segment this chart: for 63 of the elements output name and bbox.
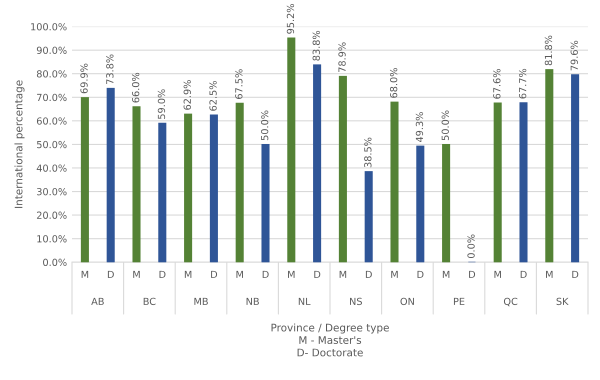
data-label: 67.7% xyxy=(518,68,526,98)
text: MB xyxy=(194,298,208,305)
x-tick-label: D xyxy=(211,270,218,278)
x-tick-label: D xyxy=(108,270,114,278)
x-tick-label: M xyxy=(546,270,553,278)
data-label: 62.9% xyxy=(184,80,191,110)
text: QC xyxy=(504,298,518,306)
x-tick-label: D xyxy=(469,270,476,278)
data-label: 62.5% xyxy=(209,81,217,111)
y-tick-label: 30.0% xyxy=(36,188,67,196)
data-label: 67.5% xyxy=(235,69,243,99)
y-tick-label: 100.0% xyxy=(31,23,67,30)
text: NL xyxy=(298,298,310,305)
x-axis-title: Province / Degree type M - Master's D- Doctorate xyxy=(272,323,389,356)
text: NB xyxy=(246,298,259,305)
data-label: 95.2% xyxy=(286,4,294,34)
y-tick-label: 60.0% xyxy=(36,117,67,125)
text: AB xyxy=(91,298,104,305)
data-label: 68.0% xyxy=(390,68,398,98)
data-label: 78.9% xyxy=(338,42,346,72)
y-tick-label: 70.0% xyxy=(37,94,67,102)
text: PE xyxy=(454,298,464,305)
x-tick-label: D xyxy=(314,270,320,278)
x-tick-label: D xyxy=(520,270,527,278)
x-tick-label: M xyxy=(288,270,295,278)
y-tick-label: 0.0% xyxy=(43,258,67,266)
y-tick-label: 20.0% xyxy=(36,212,67,219)
data-label: 50.0% xyxy=(442,110,449,140)
y-tick-label: 90.0% xyxy=(36,46,67,54)
data-label: 67.6% xyxy=(493,69,501,99)
y-tick-label: 80.0% xyxy=(36,70,67,78)
text: NS xyxy=(350,298,362,306)
x-tick-label: D xyxy=(262,270,269,278)
data-label: 0.0% xyxy=(467,234,475,258)
text: BC xyxy=(144,298,156,306)
data-label: 49.3% xyxy=(416,112,424,142)
y-tick-label: 50.0% xyxy=(37,140,67,148)
data-label: 59.0% xyxy=(158,89,166,119)
x-tick-label: M xyxy=(340,270,346,278)
x-tick-label: M xyxy=(391,270,398,278)
x-tick-label: M xyxy=(133,270,140,278)
x-tick-label: M xyxy=(184,270,192,278)
data-label: 79.6% xyxy=(570,40,578,70)
x-tick-label: D xyxy=(366,270,372,278)
data-label: 69.9% xyxy=(80,64,88,94)
x-tick-label: D xyxy=(160,270,166,278)
data-label: 83.8% xyxy=(312,30,320,61)
x-tick-label: M xyxy=(82,270,88,278)
y-axis-title: International percentage xyxy=(14,80,25,208)
text: ON xyxy=(400,298,414,306)
x-tick-label: M xyxy=(442,270,450,278)
y-tick-label: 40.0% xyxy=(36,164,67,172)
x-tick-label: D xyxy=(418,270,424,278)
data-label: 66.0% xyxy=(132,72,140,102)
y-tick-label: 10.0% xyxy=(37,235,67,242)
data-label: 73.8% xyxy=(106,54,114,84)
data-label: 38.5% xyxy=(364,138,372,168)
data-label: 81.8% xyxy=(544,36,552,66)
x-tick-label: M xyxy=(236,270,243,278)
x-tick-label: D xyxy=(572,270,578,278)
x-tick-label: M xyxy=(494,270,501,278)
data-label: 50.0% xyxy=(260,110,268,140)
text: SK xyxy=(556,298,569,306)
